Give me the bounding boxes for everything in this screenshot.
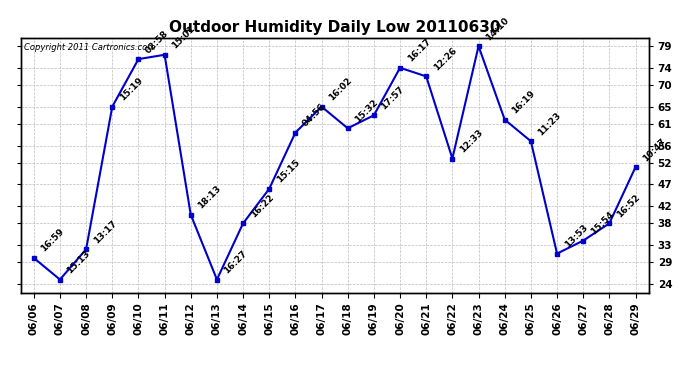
Text: 10:47: 10:47 <box>641 136 668 163</box>
Text: 16:27: 16:27 <box>222 249 249 275</box>
Text: 16:02: 16:02 <box>327 76 354 102</box>
Text: 13:17: 13:17 <box>92 218 119 245</box>
Text: 15:19: 15:19 <box>118 76 144 102</box>
Text: 16:22: 16:22 <box>248 193 275 219</box>
Text: 14:10: 14:10 <box>484 15 511 42</box>
Text: 16:59: 16:59 <box>39 227 66 254</box>
Text: 15:32: 15:32 <box>353 98 380 124</box>
Text: 16:19: 16:19 <box>511 89 537 116</box>
Text: 18:13: 18:13 <box>197 184 223 210</box>
Text: 12:26: 12:26 <box>432 46 458 72</box>
Text: 15:15: 15:15 <box>275 158 302 184</box>
Text: 12:33: 12:33 <box>458 128 484 154</box>
Text: 11:23: 11:23 <box>536 111 563 137</box>
Title: Outdoor Humidity Daily Low 20110630: Outdoor Humidity Daily Low 20110630 <box>169 20 500 35</box>
Text: 15:01: 15:01 <box>170 24 197 51</box>
Text: 16:17: 16:17 <box>406 37 433 64</box>
Text: 16:52: 16:52 <box>615 193 642 219</box>
Text: 02:58: 02:58 <box>144 28 170 55</box>
Text: 17:57: 17:57 <box>380 84 406 111</box>
Text: Copyright 2011 Cartronics.com: Copyright 2011 Cartronics.com <box>24 43 155 52</box>
Text: 15:13: 15:13 <box>66 249 92 275</box>
Text: 13:53: 13:53 <box>562 223 589 249</box>
Text: 04:56: 04:56 <box>301 102 328 128</box>
Text: 15:54: 15:54 <box>589 210 615 237</box>
